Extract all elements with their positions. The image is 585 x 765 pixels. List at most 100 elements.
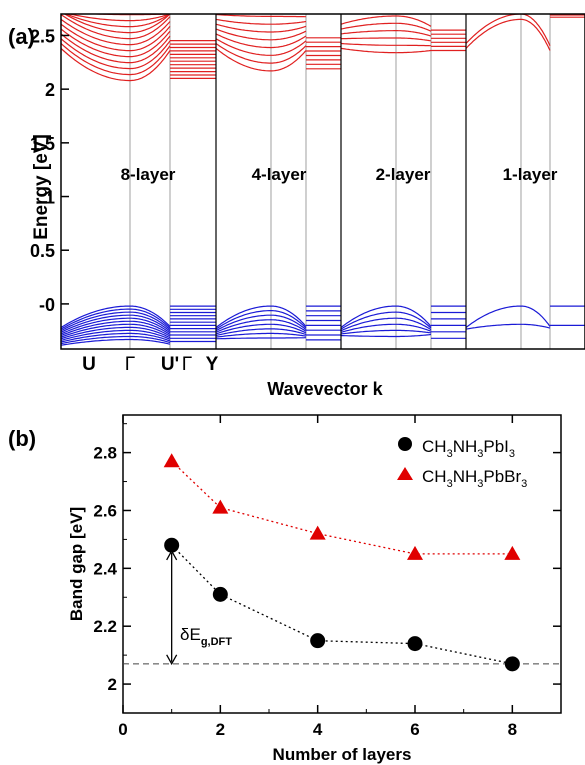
valence-band xyxy=(465,305,551,328)
data-point-pbbr3 xyxy=(504,545,521,560)
annotation-arrowhead-bottom xyxy=(166,654,178,666)
delta-eg-annotation: δEg,DFT xyxy=(180,625,232,648)
panel-b-frame xyxy=(122,414,562,714)
b-ytick-label: 2.6 xyxy=(93,501,117,520)
valence-band xyxy=(340,323,432,333)
a-ytick-label: 2 xyxy=(45,80,55,100)
conduction-band xyxy=(215,38,307,56)
valence-band xyxy=(215,310,307,330)
data-point-pbbr3 xyxy=(212,499,229,514)
valence-band xyxy=(61,308,171,330)
conduction-band xyxy=(340,42,431,47)
b-xtick-label: 0 xyxy=(118,720,127,739)
band-gap-plot xyxy=(123,453,561,672)
conduction-band xyxy=(215,47,307,72)
b-ytick-label: 2.2 xyxy=(93,617,117,636)
data-point-pbbr3 xyxy=(163,453,180,468)
kpoint-label: Y xyxy=(206,354,219,375)
data-point-pbi3 xyxy=(164,537,180,553)
valence-band xyxy=(61,326,171,340)
kpoint-label: Γ xyxy=(182,354,192,375)
panel-a-x-axis-label: Wavevector k xyxy=(267,379,383,399)
valence-band xyxy=(61,323,171,338)
b-ytick-label: 2.4 xyxy=(93,559,117,578)
valence-band xyxy=(215,305,307,328)
data-point-pbi3 xyxy=(504,656,520,672)
conduction-band xyxy=(340,15,432,27)
legend-label-pbbr3: CH3NH3PbBr3 xyxy=(422,467,527,490)
conduction-band xyxy=(61,14,171,40)
legend-marker-pbbr3 xyxy=(397,467,413,480)
conduction-band xyxy=(465,18,551,51)
a-ytick-label: -0 xyxy=(39,295,55,315)
data-point-pbi3 xyxy=(310,633,326,649)
valence-band xyxy=(61,338,171,346)
valence-band xyxy=(215,314,307,332)
panel-b-axes: 0 2 4 6 8 2 2.2 2.4 2.6 2.8 xyxy=(93,415,561,739)
valence-band xyxy=(340,305,432,328)
valence-band xyxy=(215,328,307,337)
valence-band xyxy=(340,317,432,332)
data-point-pbi3 xyxy=(407,636,423,652)
valence-band xyxy=(61,332,171,343)
valence-band xyxy=(61,311,171,332)
conduction-band xyxy=(61,33,171,64)
panel-a-y-axis: -0 0.5 1 1.5 2 2.5 xyxy=(30,26,69,315)
b-ytick-label: 2.8 xyxy=(93,444,117,463)
conduction-band xyxy=(61,28,171,58)
conduction-band xyxy=(215,28,307,41)
legend-marker-pbi3 xyxy=(398,437,412,451)
b-xtick-label: 8 xyxy=(508,720,517,739)
valence-band xyxy=(215,332,307,338)
layer-label: 2-layer xyxy=(376,165,431,184)
conduction-band xyxy=(215,43,307,64)
conduction-band xyxy=(64,14,171,28)
panel-a-layer-labels: 8-layer 4-layer 2-layer 1-layer xyxy=(121,165,558,184)
legend: CH3NH3PbI3 CH3NH3PbBr3 xyxy=(397,437,527,490)
b-ytick-label: 2 xyxy=(108,675,117,694)
conduction-band xyxy=(340,37,432,42)
valence-band xyxy=(61,317,171,335)
conduction-band xyxy=(215,33,307,49)
conduction-band xyxy=(465,14,551,46)
valence-band xyxy=(61,329,171,341)
data-point-pbbr3 xyxy=(407,545,423,560)
panel-a-kpoint-labels: U Γ U' Γ Y xyxy=(82,354,219,375)
kpoint-label: U xyxy=(82,354,96,375)
conduction-band xyxy=(61,23,171,52)
b-xtick-label: 2 xyxy=(216,720,225,739)
a-ytick-label: 2.5 xyxy=(30,26,55,46)
valence-band xyxy=(215,323,307,335)
layer-label: 1-layer xyxy=(503,165,558,184)
data-point-pbbr3 xyxy=(309,525,326,540)
conduction-band xyxy=(215,23,307,33)
conduction-band xyxy=(61,43,171,76)
conduction-band xyxy=(61,18,171,46)
panel-b-label: (b) xyxy=(8,426,36,451)
conduction-band xyxy=(340,22,432,32)
valence-band xyxy=(61,335,171,345)
a-ytick-label: 1 xyxy=(45,188,55,208)
kpoint-label: U' xyxy=(161,354,179,375)
kpoint-label: Γ xyxy=(125,354,135,375)
data-point-pbi3 xyxy=(212,586,228,602)
valence-band xyxy=(341,333,432,338)
band-structure-plot xyxy=(61,14,585,349)
valence-band xyxy=(61,314,171,333)
conduction-band xyxy=(215,18,307,25)
a-ytick-label: 1.5 xyxy=(30,134,55,154)
valence-band xyxy=(215,337,306,340)
conduction-band xyxy=(67,14,171,22)
panel-b-x-axis-label: Number of layers xyxy=(273,745,412,764)
legend-label-pbi3: CH3NH3PbI3 xyxy=(422,437,515,460)
b-xtick-label: 4 xyxy=(313,720,323,739)
valence-band xyxy=(340,311,432,330)
conduction-band xyxy=(61,38,171,70)
valence-band xyxy=(465,323,551,330)
panel-b-y-axis-label: Band gap [eV] xyxy=(67,507,86,621)
series-line xyxy=(171,544,513,665)
conduction-band xyxy=(340,30,432,37)
valence-band xyxy=(61,320,171,337)
panel-a-label: (a) xyxy=(8,24,35,49)
